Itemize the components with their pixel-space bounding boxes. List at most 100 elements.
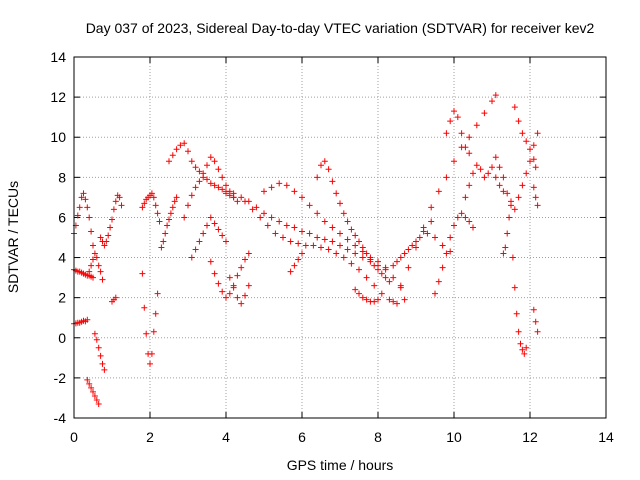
data-point <box>295 256 302 263</box>
data-point <box>299 250 305 257</box>
data-point <box>492 92 499 99</box>
data-point <box>523 344 530 351</box>
data-point <box>530 142 537 149</box>
data-point <box>215 166 222 173</box>
data-point <box>116 194 123 201</box>
data-point <box>192 246 199 253</box>
x-tick-label: 2 <box>146 429 154 445</box>
data-point <box>473 122 480 129</box>
data-point <box>321 236 328 243</box>
data-point <box>253 204 260 211</box>
data-point <box>318 162 324 169</box>
data-point <box>97 268 104 275</box>
data-point <box>97 352 104 359</box>
data-point <box>458 130 465 137</box>
data-point <box>378 270 385 277</box>
data-point <box>299 228 305 235</box>
data-point <box>88 228 95 235</box>
data-point <box>207 180 214 187</box>
data-point <box>462 194 469 201</box>
data-point <box>295 240 302 247</box>
data-point <box>264 222 271 229</box>
data-point <box>230 284 237 291</box>
data-point <box>371 298 378 305</box>
data-point <box>192 164 199 171</box>
data-point <box>91 392 98 399</box>
data-point <box>152 310 159 317</box>
data-point <box>356 266 362 273</box>
x-tick-label: 10 <box>446 429 462 445</box>
data-point <box>204 222 210 229</box>
data-point <box>470 170 476 177</box>
data-point <box>196 168 203 175</box>
data-point <box>481 110 488 117</box>
data-point <box>356 290 362 297</box>
data-point <box>492 174 499 181</box>
data-point <box>223 294 229 301</box>
data-point <box>485 170 492 177</box>
data-point <box>504 230 511 237</box>
y-tick-label: -4 <box>54 410 67 426</box>
data-point <box>207 214 214 221</box>
data-point <box>196 238 203 245</box>
data-point <box>348 260 355 267</box>
data-point <box>90 256 96 263</box>
data-point <box>150 328 157 335</box>
data-point <box>367 256 374 263</box>
data-point <box>500 174 507 181</box>
data-point <box>310 242 317 249</box>
data-point <box>477 166 484 173</box>
data-point <box>215 280 222 287</box>
y-tick-label: 4 <box>58 250 66 266</box>
data-point <box>173 194 180 201</box>
data-point <box>340 210 347 217</box>
data-point <box>321 158 328 165</box>
y-tick-label: 14 <box>50 49 66 65</box>
data-point <box>223 182 229 189</box>
data-point <box>192 184 199 191</box>
data-point <box>219 288 226 295</box>
data-point <box>504 190 511 197</box>
data-point <box>443 250 450 257</box>
data-point <box>164 222 171 229</box>
data-point <box>506 214 513 221</box>
data-point <box>283 182 290 189</box>
data-point <box>378 290 385 297</box>
data-point <box>523 138 530 145</box>
data-point <box>166 158 172 165</box>
data-point <box>532 318 539 325</box>
data-point <box>401 296 408 303</box>
data-point <box>101 242 108 249</box>
data-point <box>283 222 290 229</box>
data-point <box>287 268 294 275</box>
data-point <box>99 276 106 283</box>
data-point <box>169 204 176 211</box>
data-point <box>397 284 404 291</box>
data-point <box>435 278 442 285</box>
data-point <box>325 246 332 253</box>
data-point <box>80 190 87 197</box>
data-point <box>454 214 461 221</box>
data-point <box>386 278 393 285</box>
data-point <box>90 242 96 249</box>
data-point <box>84 316 91 323</box>
data-point <box>390 274 397 281</box>
data-point <box>306 202 313 209</box>
y-tick-label: 6 <box>58 209 66 225</box>
data-point <box>234 294 241 301</box>
data-point <box>91 330 98 337</box>
data-point <box>188 254 195 261</box>
data-point <box>329 238 336 245</box>
data-point <box>424 230 431 237</box>
data-point <box>152 202 159 209</box>
data-point <box>219 186 226 193</box>
data-point <box>390 298 397 305</box>
data-point <box>223 188 229 195</box>
y-tick-label: 10 <box>50 129 66 145</box>
data-point <box>211 220 218 227</box>
axis-ticks: 0 2 4 6 8 10 12 14 -4 -2 0 2 4 6 8 10 12 14 <box>50 49 614 445</box>
chart-title: Day 037 of 2023, Sidereal Day-to-day VTE… <box>86 20 595 36</box>
data-point <box>530 156 537 163</box>
data-point <box>329 178 336 185</box>
